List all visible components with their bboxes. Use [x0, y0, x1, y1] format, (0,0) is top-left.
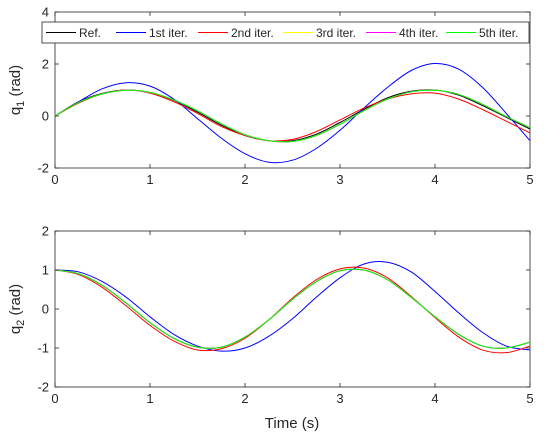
x-tick-label: 2 — [241, 391, 248, 406]
x-tick-label: 0 — [51, 391, 58, 406]
y-tick-label: 1 — [42, 263, 49, 278]
series-line-1st-iter — [54, 62, 531, 164]
legend-label-5th-iter: 5th iter. — [479, 26, 518, 40]
x-tick-label: 1 — [146, 391, 153, 406]
x-tick-label: 2 — [241, 172, 248, 187]
legend-label-2nd-iter: 2nd iter. — [231, 26, 274, 40]
x-tick-label: 4 — [431, 391, 438, 406]
x-tick-label: 5 — [526, 391, 533, 406]
x-tick-label: 3 — [336, 172, 343, 187]
x-axis-label: Time (s) — [265, 415, 319, 432]
q2-ticks-layer: 0 1 2 3 4 5 -2 -1 0 1 2 — [37, 224, 533, 407]
series-line-5th-iter — [54, 268, 531, 349]
q2-plot-panel: 0 1 2 3 4 5 -2 -1 0 1 2 q2 (rad) Time (s) — [7, 224, 534, 433]
series-line-5th-iter — [54, 89, 531, 143]
y-tick-label: 0 — [42, 109, 49, 124]
x-tick-label: 1 — [146, 172, 153, 187]
legend: Ref. 1st iter. 2nd iter. 3rd iter. 4th iter.… — [41, 21, 530, 44]
q1-series-layer — [54, 62, 531, 164]
legend-label-3rd-iter: 3rd iter. — [316, 26, 356, 40]
q2-series-layer — [54, 261, 531, 354]
legend-label-4th-iter: 4th iter. — [399, 26, 438, 40]
x-tick-label: 3 — [336, 391, 343, 406]
q2-plot-area — [54, 230, 531, 388]
y-tick-label: 2 — [42, 57, 49, 72]
x-tick-label: 5 — [526, 172, 533, 187]
series-line-1st-iter — [54, 261, 531, 352]
y-tick-label: 0 — [42, 302, 49, 317]
q1-y-axis-label: q1 (rad) — [7, 65, 27, 115]
legend-label-1st-iter: 1st iter. — [149, 26, 188, 40]
series-line-2nd-iter — [54, 266, 531, 354]
y-tick-label: -1 — [37, 341, 49, 356]
y-tick-label: 2 — [42, 224, 49, 239]
q2-y-axis-label: q2 (rad) — [7, 284, 27, 334]
y-tick-label: 4 — [42, 5, 49, 20]
y-tick-label: -2 — [37, 161, 49, 176]
x-tick-label: 4 — [431, 172, 438, 187]
y-tick-label: -2 — [37, 380, 49, 395]
legend-label-ref: Ref. — [79, 26, 101, 40]
x-tick-label: 0 — [51, 172, 58, 187]
